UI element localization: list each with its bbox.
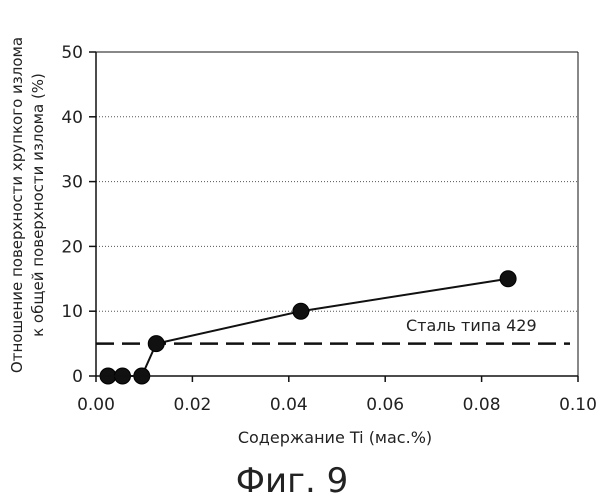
y-tick-label-0: 0 bbox=[72, 367, 83, 387]
data-point-0-3 bbox=[148, 336, 164, 352]
y-axis-label: Отношение поверхности хрупкого излома к … bbox=[8, 37, 47, 373]
x-tick-label-2: 0.04 bbox=[270, 395, 308, 415]
x-tick-label-0: 0.00 bbox=[77, 395, 115, 415]
y-tick-label-1: 10 bbox=[61, 302, 83, 322]
x-tick-labels: 0.00 0.02 0.04 0.06 0.08 0.10 bbox=[77, 395, 597, 415]
data-point-0-5 bbox=[500, 271, 516, 287]
y-tick-label-3: 30 bbox=[61, 173, 83, 193]
y-tick-label-4: 40 bbox=[61, 108, 83, 128]
y-tick-labels: 0 10 20 30 40 50 bbox=[61, 43, 83, 387]
y-tick-label-2: 20 bbox=[61, 237, 83, 257]
data-point-0-4 bbox=[293, 303, 309, 319]
x-tick-label-3: 0.06 bbox=[366, 395, 404, 415]
x-tick-label-1: 0.02 bbox=[173, 395, 211, 415]
reference-line-label: Сталь типа 429 bbox=[406, 316, 537, 335]
x-tick-label-4: 0.08 bbox=[463, 395, 501, 415]
figure-caption: Фиг. 9 bbox=[236, 461, 348, 500]
y-tick-label-5: 50 bbox=[61, 43, 83, 63]
y-axis-label-line-2: к общей поверхности излома (%) bbox=[29, 73, 47, 337]
y-axis-label-line-1: Отношение поверхности хрупкого излома bbox=[8, 37, 26, 373]
x-tick-label-5: 0.10 bbox=[559, 395, 597, 415]
x-axis-label: Содержание Ti (мас.%) bbox=[238, 428, 432, 447]
